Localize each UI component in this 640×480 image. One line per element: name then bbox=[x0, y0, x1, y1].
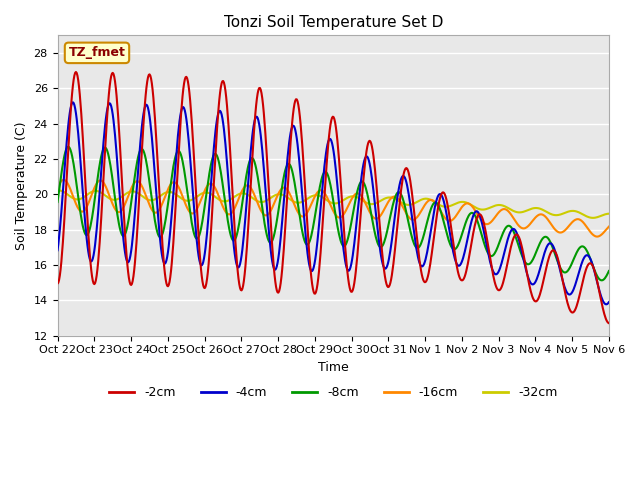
X-axis label: Time: Time bbox=[318, 361, 349, 374]
Text: TZ_fmet: TZ_fmet bbox=[68, 47, 125, 60]
Legend: -2cm, -4cm, -8cm, -16cm, -32cm: -2cm, -4cm, -8cm, -16cm, -32cm bbox=[104, 382, 563, 405]
Title: Tonzi Soil Temperature Set D: Tonzi Soil Temperature Set D bbox=[223, 15, 443, 30]
Y-axis label: Soil Temperature (C): Soil Temperature (C) bbox=[15, 121, 28, 250]
